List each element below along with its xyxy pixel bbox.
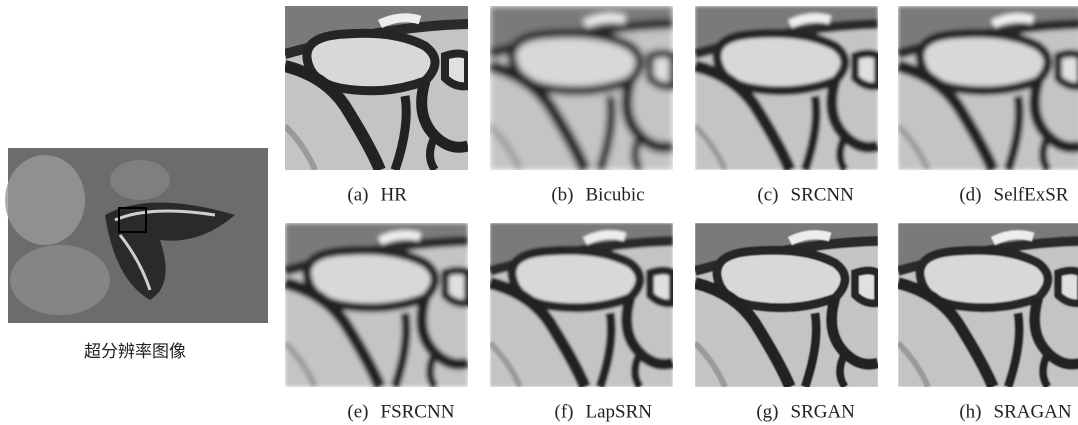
panel-image bbox=[490, 6, 673, 170]
panel-name: SRCNN bbox=[791, 184, 855, 205]
panel-name: SRGAN bbox=[791, 401, 856, 422]
wing-crop bbox=[695, 223, 878, 387]
panel-image bbox=[285, 6, 468, 170]
panel-name: LapSRN bbox=[586, 401, 653, 422]
panel-letter: (a) bbox=[347, 184, 368, 205]
wing-crop bbox=[490, 6, 673, 170]
panel-name: HR bbox=[381, 184, 408, 205]
panel-image bbox=[695, 223, 878, 387]
panel-image bbox=[695, 6, 878, 170]
panel-letter: (d) bbox=[959, 184, 981, 205]
panel-letter: (e) bbox=[347, 401, 368, 422]
wing-crop bbox=[490, 223, 673, 387]
figure: 超分辨率图像 (a) HR (b) Bicubic (c) SRCNN (d) SelfExS… bbox=[0, 0, 1078, 425]
panel-image bbox=[898, 223, 1078, 387]
panel-name: SRAGAN bbox=[994, 401, 1072, 422]
panel-name: Bicubic bbox=[586, 184, 645, 205]
panel-image bbox=[898, 6, 1078, 170]
panel-name: SelfExSR bbox=[994, 184, 1069, 205]
panel-letter: (f) bbox=[555, 401, 574, 422]
panel-image bbox=[490, 223, 673, 387]
wing-crop bbox=[898, 6, 1078, 170]
source-caption: 超分辨率图像 bbox=[84, 342, 186, 362]
panel-name: FSRCNN bbox=[381, 401, 455, 422]
wing-crop bbox=[285, 223, 468, 387]
panel-letter: (b) bbox=[551, 184, 573, 205]
wing-crop bbox=[898, 223, 1078, 387]
panel-letter: (h) bbox=[959, 401, 981, 422]
source-image bbox=[5, 148, 268, 323]
panel-letter: (c) bbox=[757, 184, 778, 205]
wing-crop bbox=[695, 6, 878, 170]
panel-letter: (g) bbox=[756, 401, 778, 422]
panel-image bbox=[285, 223, 468, 387]
wing-crop bbox=[285, 6, 468, 170]
